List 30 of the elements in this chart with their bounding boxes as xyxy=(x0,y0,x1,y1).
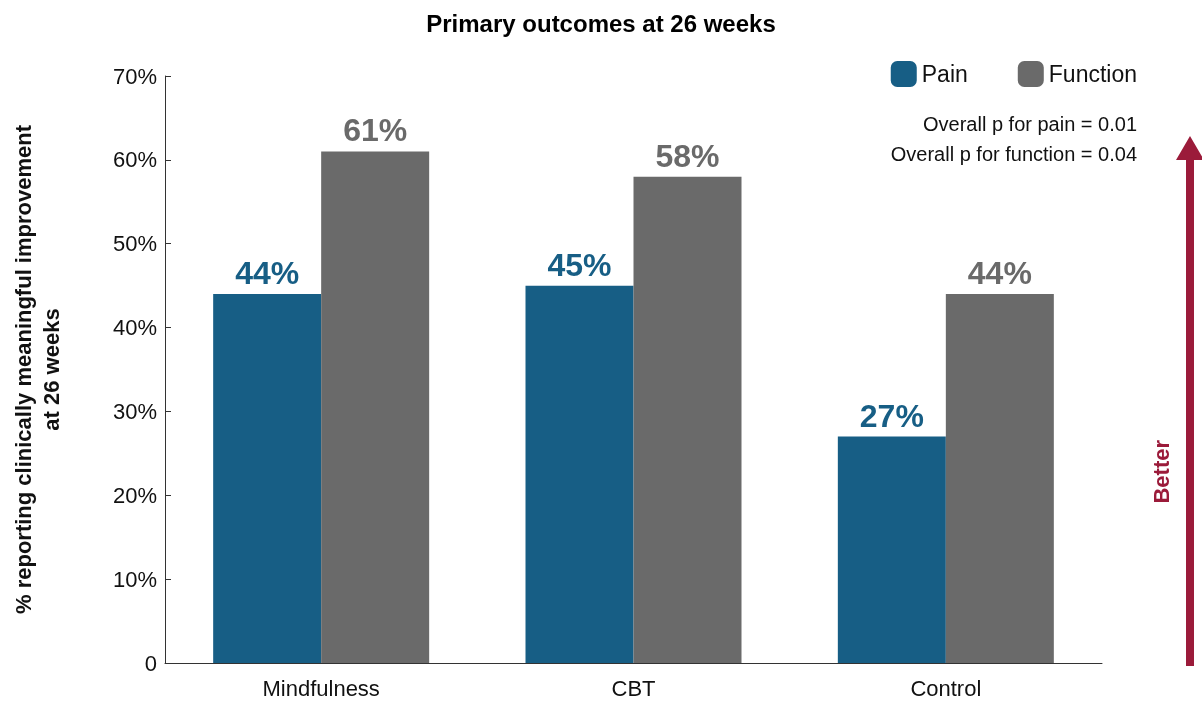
data-label: 58% xyxy=(655,137,720,174)
y-tick-label: 30% xyxy=(112,398,157,424)
x-tick-label: CBT xyxy=(611,675,656,701)
y-tick-label: 60% xyxy=(112,147,157,173)
bar xyxy=(525,285,634,663)
bar xyxy=(213,294,322,663)
x-tick-label: Mindfulness xyxy=(262,675,380,701)
bar xyxy=(321,151,430,663)
y-tick-label: 0 xyxy=(144,650,157,676)
data-label: 27% xyxy=(859,397,924,434)
annotation: Overall p for function = 0.04 xyxy=(890,143,1137,165)
data-label: 45% xyxy=(547,246,612,283)
annotation: Overall p for pain = 0.01 xyxy=(922,113,1137,135)
y-tick-label: 50% xyxy=(112,231,157,257)
legend-label: Function xyxy=(1048,61,1137,87)
y-tick-label: 20% xyxy=(112,482,157,508)
chart-title: Primary outcomes at 26 weeks xyxy=(426,9,776,37)
y-axis-title: % reporting clinically meaningful improvement at 26 weeks xyxy=(10,124,64,614)
bar xyxy=(945,294,1054,663)
text: Better xyxy=(1148,439,1174,504)
y-tick-label: 40% xyxy=(112,315,157,341)
bar xyxy=(633,176,742,663)
bar xyxy=(837,436,946,663)
x-tick-label: Control xyxy=(910,675,982,701)
data-label: 44% xyxy=(967,255,1032,292)
data-label: 61% xyxy=(343,112,408,149)
y-tick-label: 10% xyxy=(112,566,157,592)
y-tick-label: 70% xyxy=(112,63,157,89)
data-label: 44% xyxy=(235,255,300,292)
legend-label: Pain xyxy=(921,61,968,87)
